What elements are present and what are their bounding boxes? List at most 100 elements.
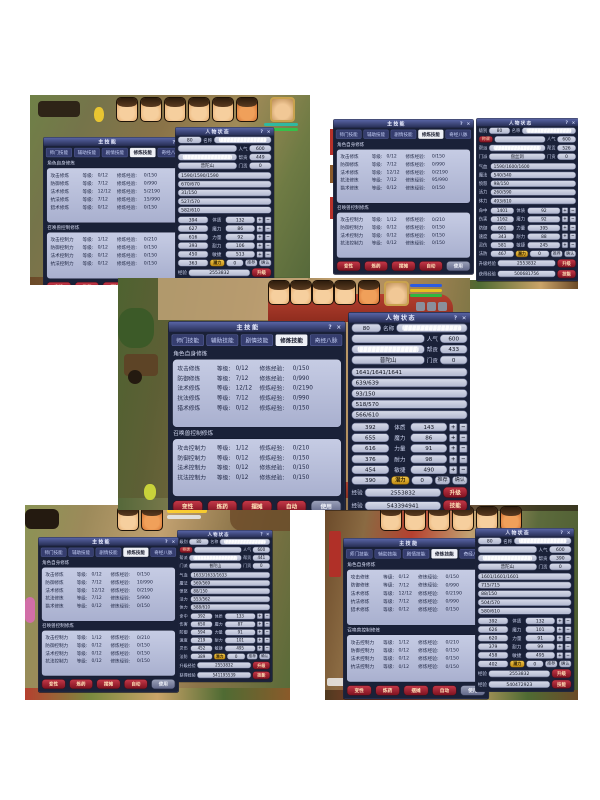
skill-title-bar[interactable]: 主技能 ? × <box>43 137 187 146</box>
auto-button[interactable]: 自动 <box>432 685 457 696</box>
skill-title-bar[interactable]: 主技能 ? × <box>38 537 179 546</box>
plus-button[interactable]: + <box>449 465 458 474</box>
confirm-button[interactable]: 确认 <box>559 660 572 668</box>
plus-button[interactable]: + <box>256 637 263 644</box>
plus-button[interactable]: + <box>561 233 569 240</box>
minus-button[interactable]: − <box>564 626 572 633</box>
exp-action-button[interactable]: 升级 <box>251 268 272 278</box>
tab-shimen[interactable]: 师门技能 <box>335 129 362 139</box>
exp-action-button[interactable]: 技能 <box>252 671 271 680</box>
exp-action-button[interactable]: 升级 <box>442 486 468 498</box>
minus-button[interactable]: − <box>564 643 572 650</box>
gender-change-button[interactable]: 变性 <box>172 500 203 510</box>
use-button[interactable]: 使用 <box>311 500 342 510</box>
gender-change-button[interactable]: 变性 <box>346 685 372 696</box>
plus-button[interactable]: + <box>256 613 263 620</box>
minus-button[interactable]: − <box>564 617 572 625</box>
help-icon[interactable]: ? <box>260 128 264 135</box>
minus-button[interactable]: − <box>569 233 576 240</box>
close-icon[interactable]: × <box>461 314 467 321</box>
plus-button[interactable]: + <box>561 224 569 231</box>
minus-button[interactable]: − <box>459 433 468 442</box>
title-button[interactable]: 称谓 <box>179 546 193 553</box>
tab-xiulian[interactable]: 修炼技能 <box>418 129 444 139</box>
minus-button[interactable]: − <box>264 251 272 258</box>
close-icon[interactable]: × <box>466 120 471 127</box>
tab-fuzhu[interactable]: 辅助技能 <box>374 549 401 559</box>
tab-xiulian[interactable]: 修炼技能 <box>129 147 156 158</box>
recommend-button[interactable]: 推荐 <box>550 250 563 257</box>
minus-button[interactable]: − <box>569 241 576 249</box>
tab-qijing[interactable]: 奇经八脉 <box>310 334 343 346</box>
stall-button[interactable]: 摆摊 <box>403 685 429 696</box>
plus-button[interactable]: + <box>449 444 458 453</box>
alchemy-button[interactable]: 炼药 <box>207 500 238 510</box>
close-icon[interactable]: × <box>566 529 571 536</box>
help-icon[interactable]: ? <box>165 538 168 545</box>
plus-button[interactable]: + <box>561 216 569 223</box>
minus-button[interactable]: − <box>569 216 576 223</box>
plus-button[interactable]: + <box>556 626 564 633</box>
auto-button[interactable]: 自动 <box>124 679 148 690</box>
skill-title-bar[interactable]: 主技能 ? × <box>168 321 346 332</box>
minus-button[interactable]: − <box>459 465 468 474</box>
help-icon[interactable]: ? <box>460 120 463 127</box>
tab-fuzhu[interactable]: 辅助技能 <box>68 547 94 557</box>
gender-change-button[interactable]: 变性 <box>336 261 361 272</box>
plus-button[interactable]: + <box>256 629 263 636</box>
minus-button[interactable]: − <box>264 637 271 644</box>
tab-shimen[interactable]: 师门技能 <box>171 334 204 346</box>
status-title-bar[interactable]: 人物状态 ? × <box>348 312 470 323</box>
plus-button[interactable]: + <box>556 643 564 650</box>
minus-button[interactable]: − <box>264 225 272 232</box>
stall-button[interactable]: 摆摊 <box>96 679 121 690</box>
close-icon[interactable]: × <box>266 128 271 135</box>
minus-button[interactable]: − <box>459 455 468 464</box>
close-icon[interactable]: × <box>336 323 342 331</box>
tab-xiulian[interactable]: 修炼技能 <box>123 547 149 557</box>
gender-change-button[interactable]: 变性 <box>46 281 71 285</box>
minus-button[interactable]: − <box>564 634 572 642</box>
minus-button[interactable]: − <box>264 216 272 224</box>
recommend-button[interactable]: 推荐 <box>434 476 451 485</box>
use-button[interactable]: 使用 <box>151 679 176 690</box>
plus-button[interactable]: + <box>256 645 263 652</box>
minus-button[interactable]: − <box>569 224 576 231</box>
minus-button[interactable]: − <box>264 621 271 628</box>
tab-qijing[interactable]: 奇经八脉 <box>150 547 177 557</box>
title-button[interactable]: 称谓 <box>478 135 493 143</box>
plus-button[interactable]: + <box>256 251 264 258</box>
tab-juqing[interactable]: 剧情技能 <box>95 547 122 557</box>
minus-button[interactable]: − <box>264 242 272 249</box>
exp-action-button[interactable]: 技能 <box>442 499 468 510</box>
plus-button[interactable]: + <box>256 225 264 232</box>
help-icon[interactable]: ? <box>172 138 176 145</box>
minus-button[interactable]: − <box>564 652 572 659</box>
plus-button[interactable]: + <box>256 621 263 628</box>
help-icon[interactable]: ? <box>453 314 458 321</box>
tab-juqing[interactable]: 剧情技能 <box>240 334 273 346</box>
confirm-button[interactable]: 确认 <box>259 259 272 267</box>
minus-button[interactable]: − <box>264 645 271 652</box>
use-button[interactable]: 使用 <box>446 261 471 272</box>
tab-juqing[interactable]: 剧情技能 <box>101 147 128 158</box>
minus-button[interactable]: − <box>569 207 576 214</box>
exp-action-button[interactable]: 技能 <box>557 269 576 279</box>
exp-action-button[interactable]: 升级 <box>557 258 576 268</box>
minus-button[interactable]: − <box>264 629 271 636</box>
skill-title-bar[interactable]: 主技能 ? × <box>333 119 474 128</box>
recommend-button[interactable]: 推荐 <box>246 653 258 660</box>
minus-button[interactable]: − <box>264 233 272 241</box>
tab-fuzhu[interactable]: 辅助技能 <box>73 147 100 158</box>
tab-fuzhu[interactable]: 辅助技能 <box>363 129 389 139</box>
tab-fuzhu[interactable]: 辅助技能 <box>206 334 239 346</box>
help-icon[interactable]: ? <box>328 323 332 331</box>
exp-action-button[interactable]: 技能 <box>551 679 572 689</box>
plus-button[interactable]: + <box>256 216 264 224</box>
confirm-button[interactable]: 确认 <box>452 476 468 485</box>
status-title-bar[interactable]: 人物状态 ? × <box>175 127 274 136</box>
stall-button[interactable]: 摆摊 <box>391 261 416 272</box>
plus-button[interactable]: + <box>449 422 458 432</box>
exp-action-button[interactable]: 升级 <box>252 661 271 670</box>
minus-button[interactable]: − <box>459 444 468 453</box>
